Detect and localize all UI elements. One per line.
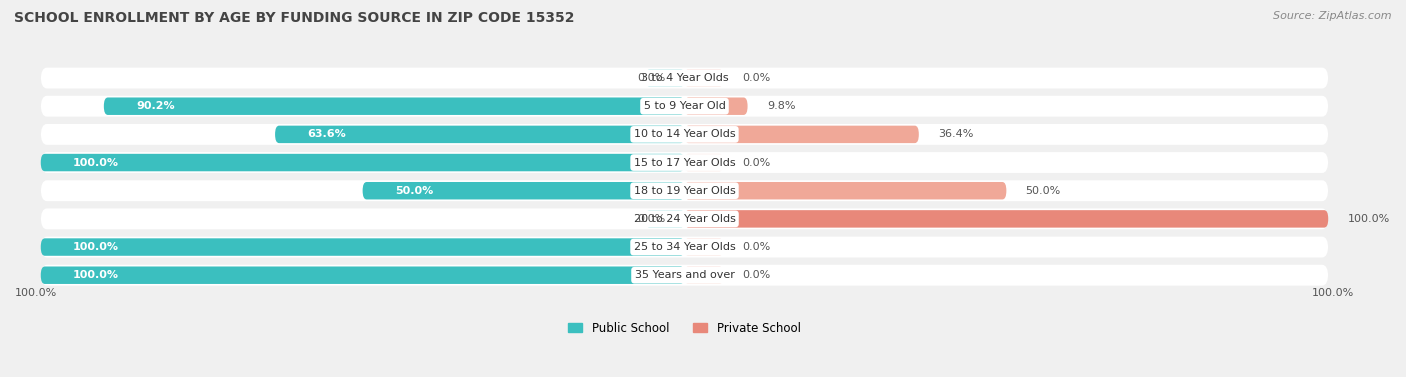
Text: 63.6%: 63.6%	[308, 129, 346, 139]
FancyBboxPatch shape	[685, 182, 1007, 199]
Text: 100.0%: 100.0%	[73, 242, 120, 252]
Text: 36.4%: 36.4%	[938, 129, 973, 139]
FancyBboxPatch shape	[276, 126, 685, 143]
Text: SCHOOL ENROLLMENT BY AGE BY FUNDING SOURCE IN ZIP CODE 15352: SCHOOL ENROLLMENT BY AGE BY FUNDING SOUR…	[14, 11, 575, 25]
FancyBboxPatch shape	[685, 126, 918, 143]
FancyBboxPatch shape	[41, 208, 1329, 229]
Text: 18 to 19 Year Olds: 18 to 19 Year Olds	[634, 186, 735, 196]
FancyBboxPatch shape	[685, 98, 748, 115]
Text: 100.0%: 100.0%	[73, 158, 120, 167]
Text: 9.8%: 9.8%	[766, 101, 796, 111]
Text: 100.0%: 100.0%	[73, 270, 120, 280]
Legend: Public School, Private School: Public School, Private School	[564, 317, 806, 339]
FancyBboxPatch shape	[41, 180, 1329, 201]
Text: 50.0%: 50.0%	[1026, 186, 1062, 196]
Text: 0.0%: 0.0%	[637, 73, 665, 83]
Text: 5 to 9 Year Old: 5 to 9 Year Old	[644, 101, 725, 111]
Text: 0.0%: 0.0%	[742, 73, 770, 83]
Text: 0.0%: 0.0%	[637, 214, 665, 224]
FancyBboxPatch shape	[41, 237, 1329, 257]
FancyBboxPatch shape	[41, 67, 1329, 89]
Text: 100.0%: 100.0%	[1312, 288, 1354, 298]
FancyBboxPatch shape	[41, 238, 685, 256]
FancyBboxPatch shape	[104, 98, 685, 115]
FancyBboxPatch shape	[685, 267, 723, 284]
FancyBboxPatch shape	[685, 69, 723, 87]
Text: 100.0%: 100.0%	[15, 288, 58, 298]
Text: 20 to 24 Year Olds: 20 to 24 Year Olds	[634, 214, 735, 224]
Text: 100.0%: 100.0%	[1347, 214, 1389, 224]
FancyBboxPatch shape	[41, 265, 1329, 286]
FancyBboxPatch shape	[41, 152, 1329, 173]
Text: 50.0%: 50.0%	[395, 186, 433, 196]
FancyBboxPatch shape	[685, 210, 1329, 228]
Text: 35 Years and over: 35 Years and over	[634, 270, 734, 280]
FancyBboxPatch shape	[685, 154, 723, 171]
FancyBboxPatch shape	[685, 238, 723, 256]
Text: 3 to 4 Year Olds: 3 to 4 Year Olds	[641, 73, 728, 83]
FancyBboxPatch shape	[41, 96, 1329, 116]
Text: 0.0%: 0.0%	[742, 270, 770, 280]
Text: 15 to 17 Year Olds: 15 to 17 Year Olds	[634, 158, 735, 167]
FancyBboxPatch shape	[41, 267, 685, 284]
FancyBboxPatch shape	[41, 154, 685, 171]
FancyBboxPatch shape	[363, 182, 685, 199]
FancyBboxPatch shape	[645, 210, 685, 228]
FancyBboxPatch shape	[41, 124, 1329, 145]
Text: 25 to 34 Year Olds: 25 to 34 Year Olds	[634, 242, 735, 252]
Text: 10 to 14 Year Olds: 10 to 14 Year Olds	[634, 129, 735, 139]
Text: 90.2%: 90.2%	[136, 101, 174, 111]
Text: 0.0%: 0.0%	[742, 242, 770, 252]
Text: Source: ZipAtlas.com: Source: ZipAtlas.com	[1274, 11, 1392, 21]
Text: 0.0%: 0.0%	[742, 158, 770, 167]
FancyBboxPatch shape	[645, 69, 685, 87]
